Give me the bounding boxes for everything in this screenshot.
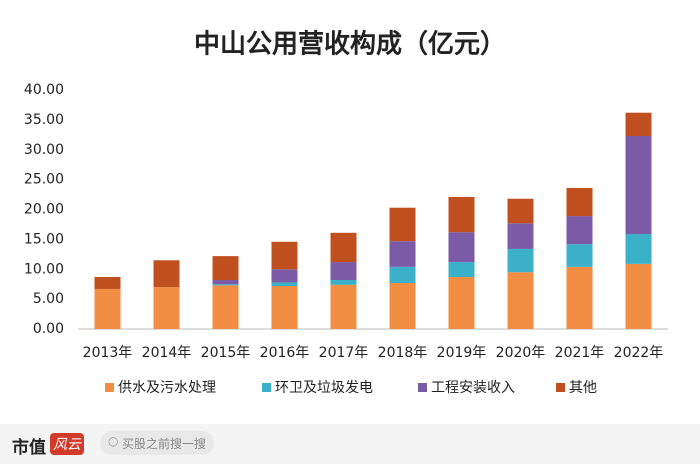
bar-segment (212, 280, 239, 285)
bar-segment (271, 285, 298, 329)
y-tick-label: 20.00 (24, 202, 64, 218)
bar-segment (507, 198, 534, 224)
legend-label: 环卫及垃圾发电 (275, 380, 373, 396)
bar-segment (448, 277, 475, 329)
search-icon: ○ (108, 434, 119, 448)
bar-segment (330, 284, 357, 329)
x-tick-label: 2015年 (201, 345, 251, 361)
bar-segment (271, 241, 298, 270)
x-tick-label: 2019年 (437, 345, 487, 361)
bar-segment (566, 244, 593, 267)
bar-segment (94, 277, 121, 289)
legend-label: 其他 (569, 380, 597, 396)
bar-segment (212, 285, 239, 329)
y-tick-label: 15.00 (24, 231, 64, 247)
chart-title: 中山公用营收构成（亿元） (194, 30, 506, 60)
y-tick-label: 5.00 (33, 291, 64, 307)
bar-segment (625, 233, 652, 264)
y-tick-label: 30.00 (24, 142, 64, 158)
x-tick-label: 2022年 (614, 345, 664, 361)
footer: 市值 风云 ○ 买股之前搜一搜 (0, 424, 700, 464)
chart: 中山公用营收构成（亿元） 0.00 5.00 10.00 15.00 20.00 25.0… (24, 30, 668, 396)
x-tick-label: 2017年 (319, 345, 369, 361)
legend-swatch (262, 383, 271, 392)
legend-swatch (105, 383, 114, 392)
y-tick-label: 0.00 (33, 321, 64, 337)
search-box[interactable]: ○ 买股之前搜一搜 (100, 431, 214, 455)
bar-segment (330, 262, 357, 281)
bar-segment (271, 269, 298, 283)
bar-segment (271, 282, 298, 286)
bar-segment (507, 223, 534, 249)
x-tick-label: 2013年 (83, 345, 133, 361)
bar-segment (625, 112, 652, 137)
bar-segment (566, 266, 593, 329)
bar-segment (507, 272, 534, 329)
x-tick-label: 2020年 (496, 345, 546, 361)
bar-segment (448, 196, 475, 233)
legend-swatch (418, 383, 427, 392)
bar-segment (507, 248, 534, 273)
bar-segment (448, 262, 475, 278)
y-tick-label: 10.00 (24, 261, 64, 277)
bar-segment (566, 216, 593, 245)
search-placeholder: 买股之前搜一搜 (122, 437, 207, 451)
bar-segment (625, 263, 652, 329)
bar-segment (330, 280, 357, 285)
bar-segment (389, 266, 416, 283)
bar-segment (212, 256, 239, 281)
bar-segment (330, 232, 357, 263)
y-tick-label: 35.00 (24, 112, 64, 128)
x-tick-label: 2021年 (555, 345, 605, 361)
x-tick-label: 2018年 (378, 345, 428, 361)
bar-segment (94, 288, 121, 329)
bar-segment (625, 136, 652, 234)
bar-segment (389, 207, 416, 242)
bar-segment (389, 241, 416, 267)
bar-segment (566, 187, 593, 217)
x-tick-label: 2016年 (260, 345, 310, 361)
legend-label: 供水及污水处理 (118, 380, 216, 396)
legend-label: 工程安装收入 (431, 380, 515, 396)
bar-segment (389, 282, 416, 329)
y-tick-label: 40.00 (24, 82, 64, 98)
bar-segment (153, 260, 180, 288)
legend-swatch (556, 383, 565, 392)
logo: 市值 (12, 438, 46, 458)
bar-segment (153, 287, 180, 329)
y-tick-label: 25.00 (24, 172, 64, 188)
logo-mark: 风云 (50, 433, 84, 455)
bar-segment (448, 232, 475, 263)
x-tick-label: 2014年 (142, 345, 192, 361)
bar-segment (212, 284, 239, 286)
